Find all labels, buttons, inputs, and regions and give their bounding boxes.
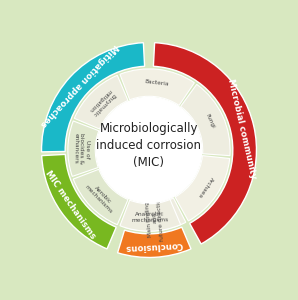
Text: Use of
biocides &
enhancers: Use of biocides & enhancers: [73, 133, 90, 164]
Text: MIC mechanisms: MIC mechanisms: [44, 169, 98, 241]
Text: Archaea: Archaea: [196, 176, 214, 199]
Wedge shape: [120, 69, 194, 106]
Text: Microbiologically
induced corrosion
(MIC): Microbiologically induced corrosion (MIC…: [97, 122, 201, 169]
Wedge shape: [125, 198, 186, 231]
Circle shape: [96, 97, 202, 203]
Wedge shape: [42, 154, 116, 249]
Wedge shape: [175, 156, 230, 221]
Text: Microbial community: Microbial community: [226, 78, 258, 179]
Text: Conclusions: Conclusions: [125, 239, 183, 251]
Text: Aerobic
mechanisms: Aerobic mechanisms: [84, 180, 117, 214]
Text: Main findings
and
future directions: Main findings and future directions: [145, 192, 165, 242]
Wedge shape: [181, 84, 230, 156]
Wedge shape: [73, 169, 128, 225]
Text: Fungi: Fungi: [204, 113, 216, 130]
Wedge shape: [74, 75, 128, 129]
Wedge shape: [120, 200, 181, 231]
Text: Bacteria: Bacteria: [144, 79, 169, 87]
Text: Anaerobic
mechanisms: Anaerobic mechanisms: [131, 212, 169, 223]
Wedge shape: [68, 121, 99, 176]
Text: Enzymatic
mitigation: Enzymatic mitigation: [87, 88, 116, 117]
Wedge shape: [118, 227, 191, 257]
Wedge shape: [153, 43, 257, 244]
Wedge shape: [41, 43, 145, 152]
Text: Mitigation approaches: Mitigation approaches: [38, 42, 120, 128]
